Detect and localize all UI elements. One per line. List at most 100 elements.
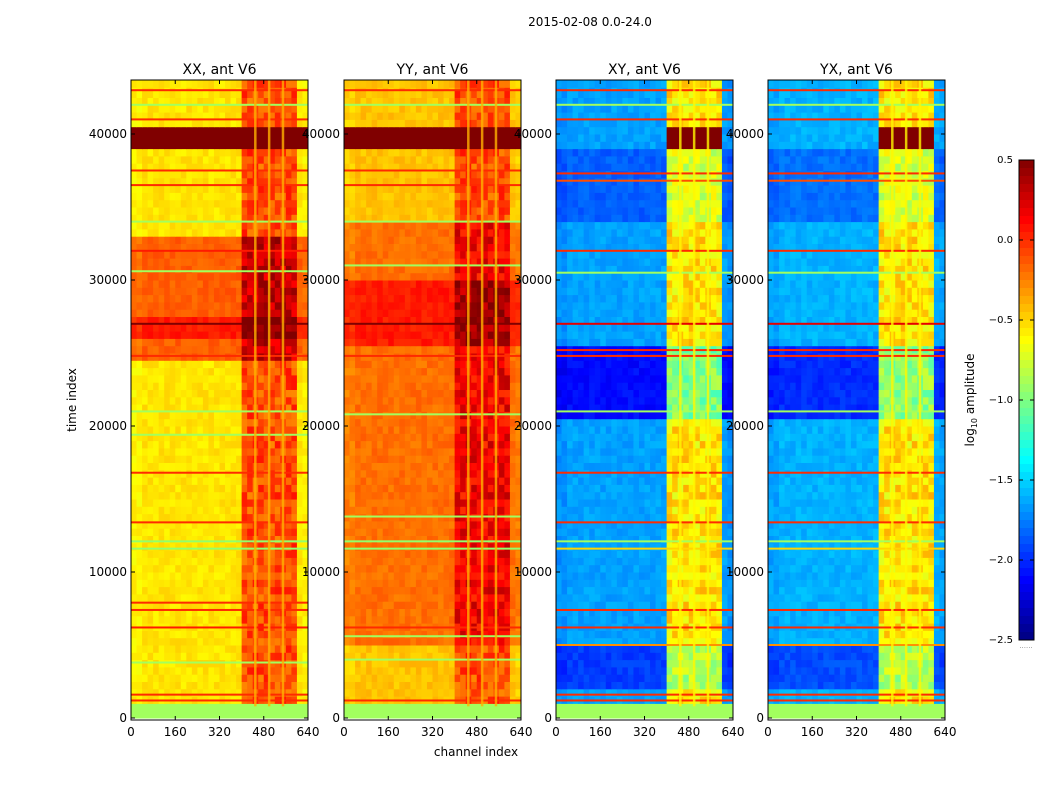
heatmap-cell xyxy=(394,711,400,719)
heatmap-cell xyxy=(286,711,292,719)
heatmap-cell xyxy=(405,594,411,602)
heatmap-cell xyxy=(208,331,214,339)
heatmap-cell xyxy=(416,382,422,390)
heatmap-cell xyxy=(170,652,176,660)
heatmap-cell xyxy=(449,667,455,675)
heatmap-cell xyxy=(410,565,416,573)
heatmap-cell xyxy=(499,499,505,507)
heatmap-cell xyxy=(510,404,516,412)
heatmap-cell xyxy=(181,287,187,295)
heatmap-cell xyxy=(510,477,516,485)
heatmap-cell xyxy=(444,368,450,376)
heatmap-cell xyxy=(383,273,389,281)
heatmap-cell xyxy=(275,90,281,98)
heatmap-cell xyxy=(421,557,427,565)
heatmap-cell xyxy=(438,236,444,244)
heatmap-cell xyxy=(208,258,214,266)
heatmap-cell xyxy=(231,141,237,149)
heatmap-cell xyxy=(297,295,303,303)
heatmap-cell xyxy=(170,463,176,471)
heatmap-cell xyxy=(510,295,516,303)
heatmap-cell xyxy=(164,295,170,303)
heatmap-cell xyxy=(455,550,461,558)
heatmap-cell xyxy=(214,674,220,682)
heatmap-cell xyxy=(208,105,214,113)
heatmap-cell xyxy=(421,338,427,346)
heatmap-cell xyxy=(355,309,361,317)
heatmap-cell xyxy=(460,441,466,449)
heatmap-cell xyxy=(258,630,264,638)
heatmap-cell xyxy=(242,703,248,711)
heatmap-cell xyxy=(208,280,214,288)
heatmap-cell xyxy=(170,557,176,565)
heatmap-cell xyxy=(297,90,303,98)
time-stripe xyxy=(131,521,308,523)
heatmap-cell xyxy=(372,426,378,434)
heatmap-cell xyxy=(297,390,303,398)
heatmap-cell xyxy=(366,331,372,339)
heatmap-cell xyxy=(214,375,220,383)
heatmap-cell xyxy=(399,441,405,449)
heatmap-cell xyxy=(231,207,237,215)
heatmap-cell xyxy=(170,419,176,427)
heatmap-cell xyxy=(275,616,281,624)
heatmap-cell xyxy=(410,492,416,500)
heatmap-cell xyxy=(225,616,231,624)
heatmap-cell xyxy=(153,331,159,339)
heatmap-cell xyxy=(394,287,400,295)
heatmap-cell xyxy=(297,484,303,492)
heatmap-cell xyxy=(142,645,148,653)
heatmap-cell xyxy=(236,119,242,127)
heatmap-cell xyxy=(286,652,292,660)
heatmap-cell xyxy=(164,419,170,427)
heatmap-cell xyxy=(197,550,203,558)
heatmap-cell xyxy=(208,287,214,295)
heatmap-cell xyxy=(427,550,433,558)
heatmap-cell xyxy=(444,244,450,252)
heatmap-cell xyxy=(197,390,203,398)
heatmap-cell xyxy=(416,236,422,244)
heatmap-cell xyxy=(350,703,356,711)
heatmap-cell xyxy=(399,492,405,500)
heatmap-cell xyxy=(416,645,422,653)
heatmap-cell xyxy=(231,477,237,485)
heatmap-cell xyxy=(231,441,237,449)
heatmap-cell xyxy=(399,251,405,259)
heatmap-cell xyxy=(488,419,494,427)
heatmap-cell xyxy=(421,419,427,427)
heatmap-cell xyxy=(181,557,187,565)
heatmap-cell xyxy=(297,222,303,230)
heatmap-cell xyxy=(225,134,231,142)
heatmap-cell xyxy=(499,572,505,580)
heatmap-cell xyxy=(449,448,455,456)
heatmap-cell xyxy=(220,587,226,595)
heatmap-cell xyxy=(275,594,281,602)
heatmap-cell xyxy=(192,287,198,295)
heatmap-cell xyxy=(449,463,455,471)
heatmap-cell xyxy=(399,273,405,281)
heatmap-cell xyxy=(444,645,450,653)
heatmap-cell xyxy=(186,229,192,237)
heatmap-cell xyxy=(377,609,383,617)
heatmap-cell xyxy=(410,419,416,427)
heatmap-cell xyxy=(175,149,181,157)
heatmap-cell xyxy=(394,360,400,368)
heatmap-cell xyxy=(170,397,176,405)
heatmap-cell xyxy=(170,273,176,281)
heatmap-cell xyxy=(214,346,220,354)
heatmap-cell xyxy=(291,652,297,660)
heatmap-cell xyxy=(242,448,248,456)
heatmap-cell xyxy=(225,565,231,573)
heatmap-cell xyxy=(455,667,461,675)
heatmap-cell xyxy=(186,171,192,179)
heatmap-cell xyxy=(231,463,237,471)
heatmap-cell xyxy=(170,280,176,288)
heatmap-cell xyxy=(377,674,383,682)
heatmap-cell xyxy=(186,302,192,310)
heatmap-cell xyxy=(488,689,494,697)
heatmap-cell xyxy=(297,674,303,682)
heatmap-cell xyxy=(444,280,450,288)
heatmap-cell xyxy=(471,616,477,624)
heatmap-cell xyxy=(488,579,494,587)
heatmap-cell xyxy=(344,470,350,478)
